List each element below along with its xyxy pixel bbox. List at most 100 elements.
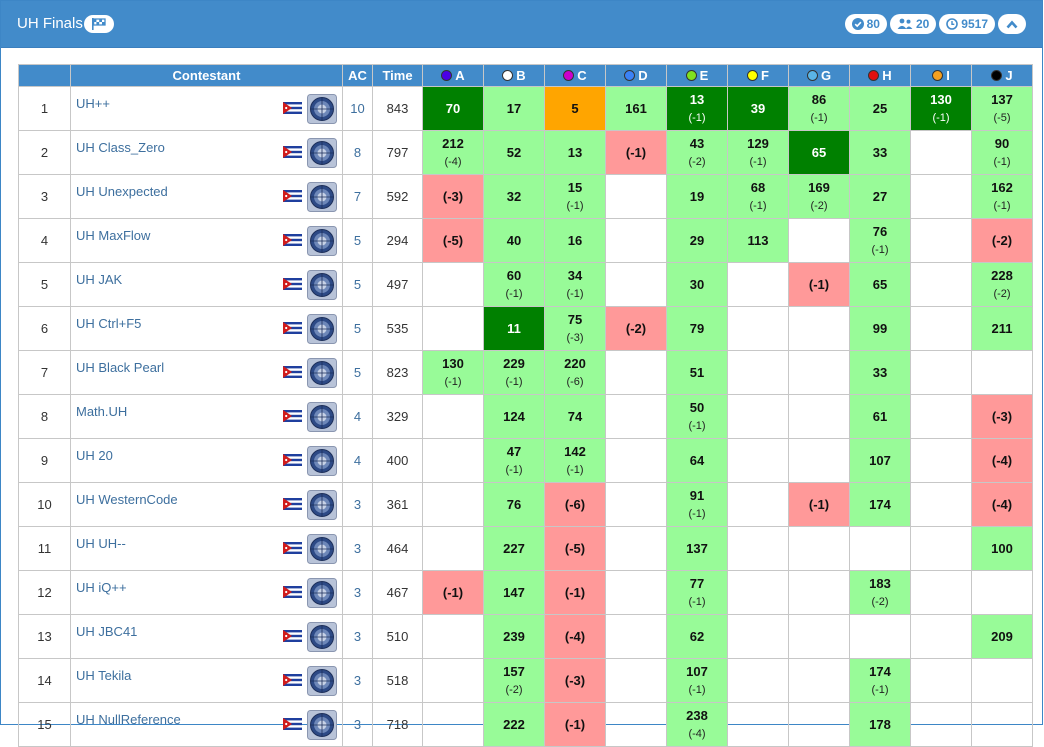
problem-cell-a[interactable]: 70 — [422, 86, 484, 131]
problem-cell-h[interactable]: 25 — [849, 86, 911, 131]
problem-cell-a[interactable]: 130 (-1) — [422, 350, 484, 395]
problem-cell-e[interactable]: 19 — [666, 174, 728, 219]
problem-cell-j[interactable]: 90 (-1) — [971, 130, 1033, 175]
problem-cell-a[interactable]: 212 (-4) — [422, 130, 484, 175]
problem-cell-c[interactable]: 34 (-1) — [544, 262, 606, 307]
problem-cell-h[interactable]: 76 (-1) — [849, 218, 911, 263]
problem-cell-e[interactable]: 77 (-1) — [666, 570, 728, 615]
contestant-name-link[interactable]: UH Class_Zero — [76, 140, 165, 155]
problem-cell-e[interactable]: 50 (-1) — [666, 394, 728, 439]
problem-cell-e[interactable]: 30 — [666, 262, 728, 307]
problem-cell-g[interactable]: 65 — [788, 130, 850, 175]
contestant-name-link[interactable]: UH UH-- — [76, 536, 126, 551]
contestant-name-link[interactable]: UH Ctrl+F5 — [76, 316, 142, 331]
problem-cell-b[interactable]: 76 — [483, 482, 545, 527]
problem-cell-f[interactable]: 68 (-1) — [727, 174, 789, 219]
problem-cell-g[interactable]: (-1) — [788, 482, 850, 527]
contestant-name-link[interactable]: UH++ — [76, 96, 110, 111]
flag-icon[interactable] — [84, 15, 114, 33]
problem-cell-c[interactable]: 220 (-6) — [544, 350, 606, 395]
contestant-name-link[interactable]: UH 20 — [76, 448, 113, 463]
problem-cell-b[interactable]: 124 — [483, 394, 545, 439]
ac-header[interactable]: AC — [342, 64, 373, 87]
problem-cell-h[interactable]: 61 — [849, 394, 911, 439]
problem-cell-e[interactable]: 91 (-1) — [666, 482, 728, 527]
problem-cell-g[interactable]: 86 (-1) — [788, 86, 850, 131]
problem-cell-c[interactable]: 5 — [544, 86, 606, 131]
problem-cell-h[interactable]: 174 (-1) — [849, 658, 911, 703]
problem-header-a[interactable]: A — [422, 64, 484, 87]
problem-cell-h[interactable]: 33 — [849, 130, 911, 175]
problem-cell-j[interactable]: (-4) — [971, 438, 1033, 483]
problem-header-j[interactable]: J — [971, 64, 1033, 87]
contestant-name-link[interactable]: UH Black Pearl — [76, 360, 165, 375]
problem-cell-c[interactable]: 142 (-1) — [544, 438, 606, 483]
problem-cell-j[interactable]: 228 (-2) — [971, 262, 1033, 307]
problem-cell-e[interactable]: 13 (-1) — [666, 86, 728, 131]
problem-cell-b[interactable]: 229 (-1) — [483, 350, 545, 395]
problem-cell-i[interactable]: 130 (-1) — [910, 86, 972, 131]
contestant-name-link[interactable]: UH JBC41 — [76, 624, 138, 639]
contestant-name-link[interactable]: UH Unexpected — [76, 184, 168, 199]
problem-cell-b[interactable]: 60 (-1) — [483, 262, 545, 307]
problem-cell-h[interactable]: 65 — [849, 262, 911, 307]
problem-cell-e[interactable]: 51 — [666, 350, 728, 395]
problem-cell-a[interactable]: (-3) — [422, 174, 484, 219]
collapse-button[interactable] — [998, 14, 1026, 34]
problem-cell-b[interactable]: 17 — [483, 86, 545, 131]
problem-cell-c[interactable]: 74 — [544, 394, 606, 439]
problem-cell-f[interactable]: 129 (-1) — [727, 130, 789, 175]
problem-header-e[interactable]: E — [666, 64, 728, 87]
problem-cell-g[interactable]: (-1) — [788, 262, 850, 307]
problem-cell-b[interactable]: 11 — [483, 306, 545, 351]
problem-cell-b[interactable]: 227 — [483, 526, 545, 571]
problem-header-b[interactable]: B — [483, 64, 545, 87]
problem-cell-e[interactable]: 79 — [666, 306, 728, 351]
problem-cell-e[interactable]: 62 — [666, 614, 728, 659]
problem-cell-b[interactable]: 52 — [483, 130, 545, 175]
problem-header-f[interactable]: F — [727, 64, 789, 87]
problem-cell-j[interactable]: (-2) — [971, 218, 1033, 263]
problem-cell-h[interactable]: 107 — [849, 438, 911, 483]
problem-cell-b[interactable]: 40 — [483, 218, 545, 263]
problem-cell-j[interactable]: (-3) — [971, 394, 1033, 439]
problem-cell-a[interactable]: (-5) — [422, 218, 484, 263]
contestant-name-link[interactable]: Math.UH — [76, 404, 128, 419]
problem-cell-c[interactable]: (-4) — [544, 614, 606, 659]
problem-cell-h[interactable]: 99 — [849, 306, 911, 351]
problem-cell-d[interactable]: (-2) — [605, 306, 667, 351]
contestant-name-link[interactable]: UH JAK — [76, 272, 123, 287]
problem-cell-b[interactable]: 47 (-1) — [483, 438, 545, 483]
problem-cell-c[interactable]: (-6) — [544, 482, 606, 527]
problem-cell-f[interactable]: 113 — [727, 218, 789, 263]
contestant-name-link[interactable]: UH iQ++ — [76, 580, 127, 595]
problem-cell-j[interactable]: (-4) — [971, 482, 1033, 527]
problem-cell-h[interactable]: 183 (-2) — [849, 570, 911, 615]
problem-cell-j[interactable]: 162 (-1) — [971, 174, 1033, 219]
problem-cell-d[interactable]: (-1) — [605, 130, 667, 175]
problem-cell-e[interactable]: 64 — [666, 438, 728, 483]
problem-header-i[interactable]: I — [910, 64, 972, 87]
problem-cell-c[interactable]: 13 — [544, 130, 606, 175]
problem-cell-g[interactable]: 169 (-2) — [788, 174, 850, 219]
problem-cell-b[interactable]: 147 — [483, 570, 545, 615]
problem-cell-b[interactable]: 32 — [483, 174, 545, 219]
problem-cell-h[interactable]: 33 — [849, 350, 911, 395]
problem-cell-c[interactable]: (-3) — [544, 658, 606, 703]
problem-cell-c[interactable]: (-1) — [544, 570, 606, 615]
problem-cell-j[interactable]: 209 — [971, 614, 1033, 659]
contestant-name-link[interactable]: UH WesternCode — [76, 492, 178, 507]
contestant-name-link[interactable]: UH NullReference — [76, 712, 181, 727]
problem-cell-e[interactable]: 107 (-1) — [666, 658, 728, 703]
problem-cell-c[interactable]: 16 — [544, 218, 606, 263]
problem-cell-c[interactable]: (-5) — [544, 526, 606, 571]
problem-cell-f[interactable]: 39 — [727, 86, 789, 131]
problem-cell-a[interactable]: (-1) — [422, 570, 484, 615]
problem-cell-j[interactable]: 100 — [971, 526, 1033, 571]
problem-cell-b[interactable]: 157 (-2) — [483, 658, 545, 703]
problem-cell-c[interactable]: 75 (-3) — [544, 306, 606, 351]
problem-cell-h[interactable]: 27 — [849, 174, 911, 219]
contestant-header[interactable]: Contestant — [70, 64, 343, 87]
problem-header-c[interactable]: C — [544, 64, 606, 87]
problem-cell-j[interactable]: 211 — [971, 306, 1033, 351]
